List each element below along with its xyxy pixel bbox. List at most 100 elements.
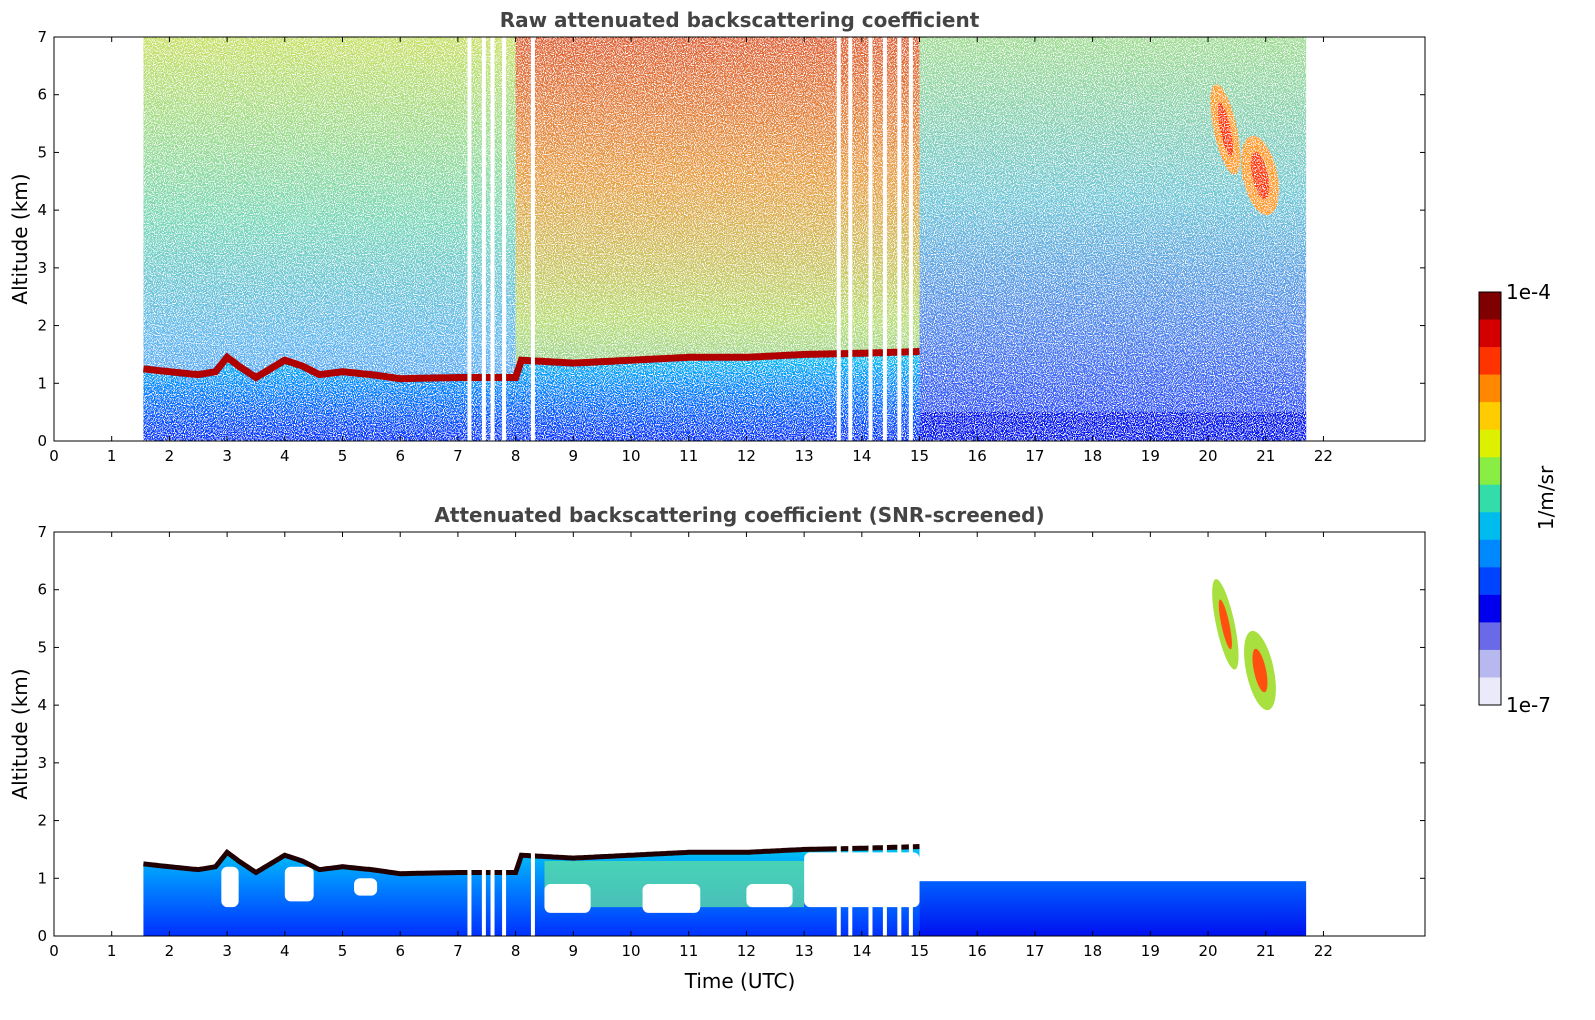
x-tick-label: 20 [1198,942,1217,960]
y-tick-label: 2 [37,812,47,830]
data-gap [897,37,902,441]
colorbar-segment [1479,457,1501,486]
x-tick-label: 19 [1141,942,1160,960]
colorbar-frame [1478,291,1502,706]
near-surface-layer [919,412,1307,441]
colorbar-segment [1479,402,1501,431]
x-tick-label: 18 [1083,942,1102,960]
colorbar-segment [1479,594,1501,623]
data-gap [882,37,887,441]
y-tick-label: 3 [37,754,47,772]
data-gap [882,843,887,936]
y-tick-label: 3 [37,259,47,277]
colorbar-segment [1479,677,1501,706]
x-tick-label: 22 [1314,942,1333,960]
panel2-frame [53,531,1426,937]
colorbar-segment [1479,484,1501,513]
colorbar-segment [1479,292,1501,321]
panel2-xlabel: Time (UTC) [684,969,796,993]
panel1-title: Raw attenuated backscattering coefficien… [500,8,980,32]
upper-cloud-core [1250,151,1270,200]
screened-region [284,866,314,902]
colorbar-segment [1479,374,1501,403]
panel1-x-axis: 0 1 2 3 4 5 6 7 8 9 10 11 12 13 14 15 16 17 18 19 20 21 22 [49,37,1333,465]
shallow-layer [919,881,1307,936]
data-gap [908,37,913,441]
data-gap [530,843,535,936]
panel1-field [143,37,1307,441]
y-tick-label: 6 [37,86,47,104]
x-tick-label: 9 [569,942,579,960]
screened-region [221,866,239,908]
x-tick-label: 21 [1256,942,1275,960]
panel1-y-axis: 0 1 2 3 4 5 6 7 [37,28,1425,450]
panel1-ylabel: Altitude (km) [8,173,32,304]
x-tick-label: 20 [1198,447,1217,465]
y-tick-label: 0 [37,432,47,450]
x-tick-label: 7 [453,942,463,960]
data-gap [502,37,507,441]
y-tick-label: 5 [37,638,47,656]
data-gap [868,843,873,936]
x-tick-label: 17 [1025,942,1044,960]
x-tick-label: 19 [1141,447,1160,465]
x-tick-label: 9 [569,447,579,465]
panel2-plot-area [143,579,1307,936]
y-tick-label: 7 [37,523,47,541]
x-tick-label: 6 [395,447,405,465]
x-tick-label: 18 [1083,447,1102,465]
x-tick-label: 6 [395,942,405,960]
data-gap [836,37,841,441]
y-tick-label: 1 [37,869,47,887]
x-tick-label: 5 [338,942,348,960]
data-gap [467,843,472,936]
y-tick-label: 7 [37,28,47,46]
x-tick-label: 22 [1314,447,1333,465]
data-gap [481,843,486,936]
x-tick-label: 5 [338,447,348,465]
panel2-ylabel: Altitude (km) [8,668,32,799]
colorbar-segment [1479,319,1501,348]
colorbar-segment [1479,649,1501,678]
x-tick-label: 17 [1025,447,1044,465]
colorbar-unit-label: 1/m/sr [1534,465,1558,530]
panel2-title: Attenuated backscattering coefficient (S… [434,503,1044,527]
sky-segment [919,37,1307,441]
x-tick-label: 16 [968,447,987,465]
screened-region [354,878,378,896]
x-tick-label: 1 [107,942,117,960]
colorbar-segment [1479,512,1501,541]
data-gap [481,37,486,441]
y-tick-label: 1 [37,374,47,392]
x-tick-label: 0 [49,447,59,465]
x-tick-label: 10 [621,447,640,465]
data-gap [868,37,873,441]
data-gap [897,843,902,936]
x-tick-label: 8 [511,447,521,465]
colorbar-min-label: 1e-7 [1506,693,1551,717]
upper-cloud-core [1217,102,1234,157]
colorbar-max-label: 1e-4 [1506,280,1551,304]
x-tick-label: 21 [1256,447,1275,465]
y-tick-label: 5 [37,143,47,161]
x-tick-label: 2 [165,447,175,465]
data-gap [467,37,472,441]
upper-cloud-core [1252,648,1268,693]
x-tick-label: 3 [222,942,232,960]
data-gap [502,843,507,936]
x-tick-label: 1 [107,447,117,465]
y-tick-label: 4 [37,201,47,219]
upper-cloud-core [1218,599,1232,650]
x-tick-label: 13 [795,447,814,465]
panel2-y-axis: 0 1 2 3 4 5 6 7 [37,523,1425,945]
colorbar-segment [1479,429,1501,458]
data-gap [490,843,495,936]
x-tick-label: 2 [165,942,175,960]
panel1-frame [53,36,1426,442]
data-gap [908,843,913,936]
y-tick-label: 4 [37,696,47,714]
screened-region [804,852,920,908]
x-tick-label: 14 [852,942,871,960]
x-tick-label: 4 [280,942,290,960]
